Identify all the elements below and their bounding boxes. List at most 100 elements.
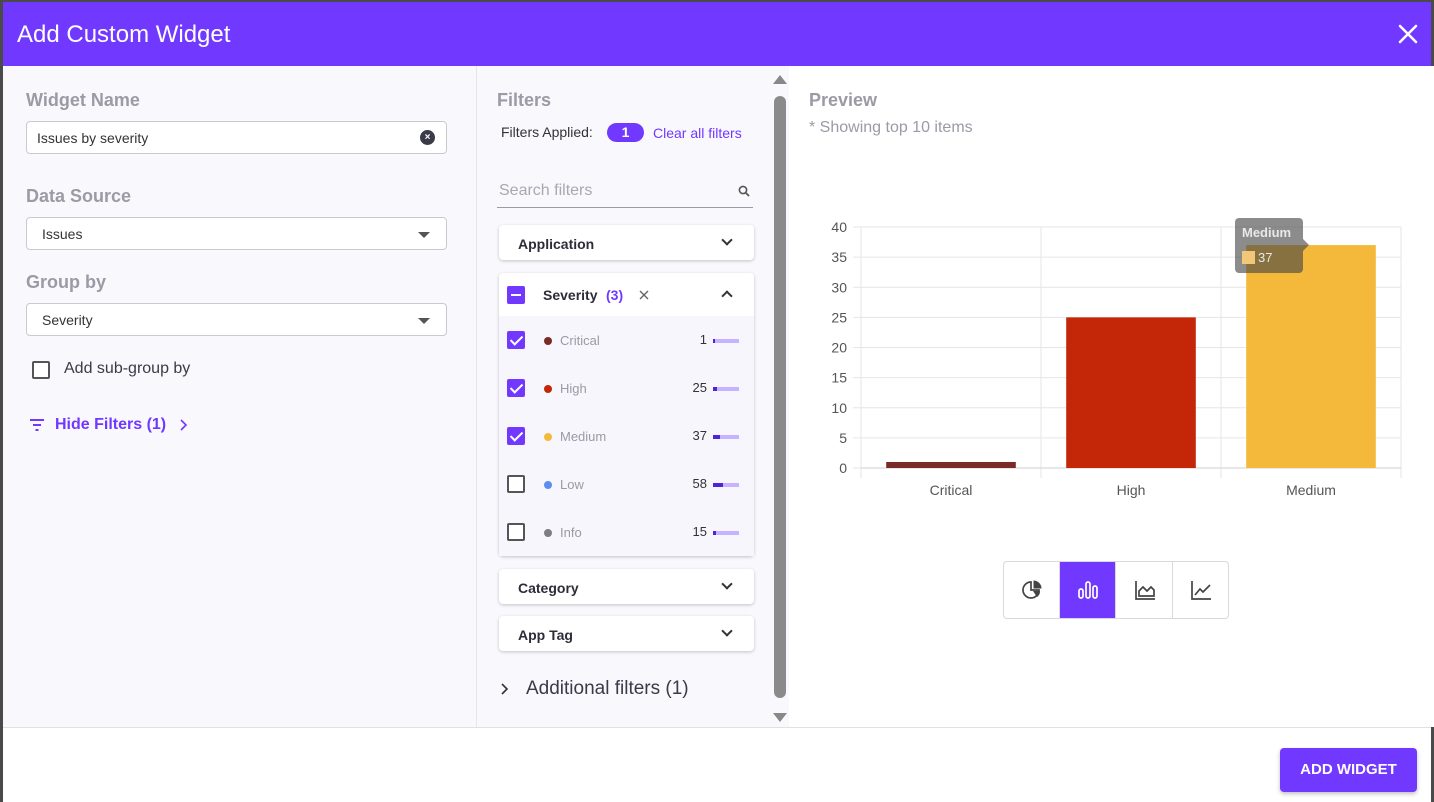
search-icon bbox=[738, 185, 750, 197]
severity-color-dot bbox=[544, 433, 552, 441]
chevron-down-icon bbox=[721, 625, 733, 637]
severity-count-bar bbox=[713, 435, 739, 439]
bar-chart-icon bbox=[1078, 581, 1098, 599]
dialog-title: Add Custom Widget bbox=[17, 21, 231, 48]
scroll-down-arrow[interactable] bbox=[773, 713, 787, 722]
y-tick-label: 10 bbox=[831, 400, 847, 416]
chevron-right-icon bbox=[501, 683, 509, 695]
severity-option-row[interactable]: Info 15 bbox=[499, 508, 754, 556]
additional-filters-label: Additional filters (1) bbox=[526, 678, 689, 699]
preview-subtitle: * Showing top 10 items bbox=[809, 119, 973, 136]
area-chart-button[interactable] bbox=[1117, 562, 1173, 618]
bar-chart-button[interactable] bbox=[1060, 562, 1116, 618]
bar-critical bbox=[886, 461, 1016, 468]
search-filters-input[interactable]: Search filters bbox=[497, 170, 753, 208]
severity-option-checkbox[interactable] bbox=[507, 475, 525, 493]
add-widget-button[interactable]: ADD WIDGET bbox=[1280, 748, 1417, 792]
area-chart-icon bbox=[1135, 581, 1155, 600]
chevron-down-icon bbox=[721, 578, 733, 590]
filter-section-severity: Severity (3) Critical 1 High 25 Medium 37 Low 5… bbox=[499, 273, 754, 556]
search-filters-placeholder: Search filters bbox=[499, 182, 593, 199]
chart-type-switcher bbox=[1003, 561, 1229, 619]
filters-applied-count: 1 bbox=[607, 123, 644, 142]
severity-option-count: 15 bbox=[692, 524, 707, 539]
severity-option-count: 1 bbox=[699, 332, 707, 347]
close-icon[interactable] bbox=[639, 290, 649, 300]
severity-option-checkbox[interactable] bbox=[507, 331, 525, 349]
severity-options-list: Critical 1 High 25 Medium 37 Low 58 Info 15 bbox=[499, 316, 754, 556]
hide-filters-label: Hide Filters (1) bbox=[55, 416, 167, 433]
group-by-select[interactable]: Severity bbox=[26, 303, 447, 336]
severity-count-bar bbox=[713, 483, 739, 487]
severity-option-row[interactable]: Low 58 bbox=[499, 460, 754, 508]
y-tick-label: 5 bbox=[839, 430, 847, 446]
dropdown-caret-icon bbox=[418, 232, 430, 238]
filter-section-category[interactable]: Category bbox=[499, 569, 754, 604]
filter-section-application[interactable]: Application bbox=[499, 225, 754, 260]
settings-panel: Widget Name Issues by severity × Data So… bbox=[3, 66, 477, 727]
dropdown-caret-icon bbox=[418, 318, 430, 324]
bar-high bbox=[1066, 317, 1196, 468]
y-tick-label: 35 bbox=[831, 249, 847, 265]
close-icon[interactable] bbox=[1397, 23, 1419, 45]
additional-filters-toggle[interactable]: Additional filters (1) bbox=[501, 676, 751, 702]
severity-color-dot bbox=[544, 481, 552, 489]
preview-panel: Preview * Showing top 10 items 0 5 10 15 20 2… bbox=[789, 66, 1434, 727]
chevron-down-icon bbox=[721, 234, 733, 246]
scroll-up-arrow[interactable] bbox=[773, 75, 787, 84]
severity-count-bar bbox=[713, 531, 739, 535]
chevron-up-icon[interactable] bbox=[721, 290, 733, 302]
widget-name-input[interactable]: Issues by severity × bbox=[26, 121, 447, 154]
severity-option-label: Info bbox=[560, 525, 582, 540]
severity-option-label: High bbox=[560, 381, 587, 396]
group-by-value: Severity bbox=[42, 312, 93, 328]
x-tick-label: Critical bbox=[930, 482, 973, 498]
severity-option-count: 37 bbox=[692, 428, 707, 443]
x-tick-label: Medium bbox=[1286, 482, 1336, 498]
y-tick-label: 40 bbox=[831, 219, 847, 235]
severity-option-checkbox[interactable] bbox=[507, 379, 525, 397]
severity-option-row[interactable]: Critical 1 bbox=[499, 316, 754, 364]
data-source-value: Issues bbox=[42, 226, 83, 242]
filter-section-label: Application bbox=[518, 236, 595, 252]
chevron-right-icon bbox=[180, 419, 188, 431]
severity-option-checkbox[interactable] bbox=[507, 427, 525, 445]
severity-color-dot bbox=[544, 337, 552, 345]
severity-count-bar bbox=[713, 339, 739, 343]
bar-chart: 0 5 10 15 20 25 30 35 40 Critical High Medium bbox=[831, 219, 1402, 498]
dialog-header: Add Custom Widget bbox=[3, 2, 1431, 66]
severity-option-checkbox[interactable] bbox=[507, 523, 525, 541]
severity-header[interactable]: Severity (3) bbox=[499, 273, 754, 316]
severity-option-row[interactable]: High 25 bbox=[499, 364, 754, 412]
line-chart-button[interactable] bbox=[1173, 562, 1229, 618]
severity-select-all-checkbox[interactable] bbox=[507, 286, 525, 304]
filter-section-label: Category bbox=[518, 580, 579, 596]
severity-option-label: Medium bbox=[560, 429, 607, 444]
tooltip-swatch bbox=[1242, 251, 1255, 264]
dialog-footer: ADD WIDGET bbox=[3, 727, 1431, 802]
severity-count-bar-fill bbox=[713, 387, 717, 391]
severity-count-bar bbox=[713, 387, 739, 391]
y-tick-label: 25 bbox=[831, 309, 847, 325]
scrollbar-thumb[interactable] bbox=[774, 96, 786, 698]
x-tick-label: High bbox=[1117, 482, 1146, 498]
severity-option-count: 25 bbox=[692, 380, 707, 395]
severity-option-row[interactable]: Medium 37 bbox=[499, 412, 754, 460]
data-source-select[interactable]: Issues bbox=[26, 217, 447, 250]
pie-chart-button[interactable] bbox=[1004, 562, 1060, 618]
severity-option-count: 58 bbox=[692, 476, 707, 491]
widget-name-label: Widget Name bbox=[26, 90, 140, 110]
filters-applied-label: Filters Applied: bbox=[501, 124, 593, 140]
y-tick-label: 30 bbox=[831, 279, 847, 295]
data-source-label: Data Source bbox=[26, 186, 132, 206]
sub-group-checkbox[interactable] bbox=[32, 361, 50, 379]
severity-count-bar-fill bbox=[713, 483, 723, 487]
severity-label: Severity bbox=[543, 287, 598, 303]
severity-count-bar-fill bbox=[713, 339, 715, 343]
clear-all-filters-link[interactable]: Clear all filters bbox=[653, 125, 742, 141]
severity-count: (3) bbox=[606, 287, 624, 303]
filter-icon bbox=[30, 419, 44, 431]
filter-section-app-tag[interactable]: App Tag bbox=[499, 616, 754, 651]
clear-input-icon[interactable]: × bbox=[420, 130, 435, 145]
